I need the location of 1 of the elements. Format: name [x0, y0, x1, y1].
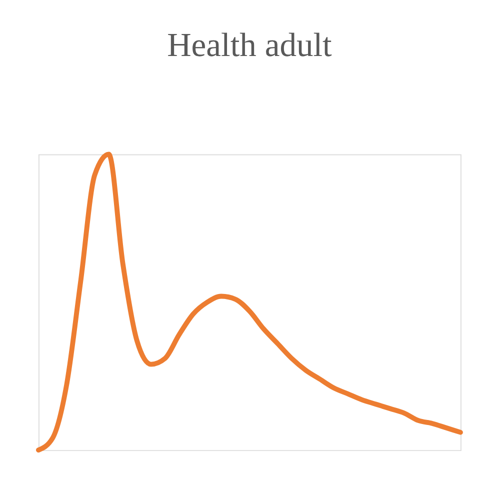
chart-title: Health adult [167, 27, 333, 64]
